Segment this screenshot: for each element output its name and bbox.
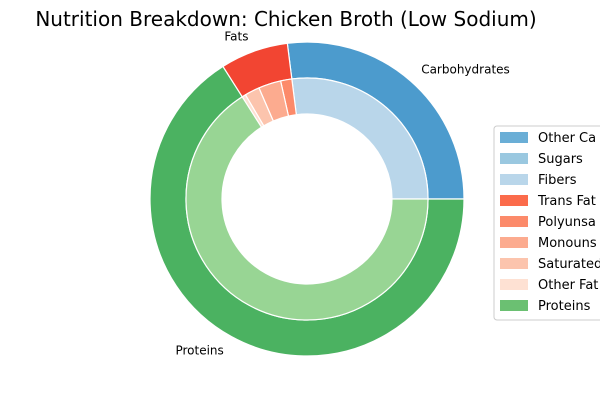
- inner-ring: [185, 77, 429, 321]
- legend-label-trans-fat: Trans Fat: [537, 194, 596, 209]
- legend-label-monouns: Monouns: [538, 236, 597, 251]
- legend-swatch-proteins: [500, 300, 528, 311]
- chart-title: Nutrition Breakdown: Chicken Broth (Low …: [35, 7, 536, 31]
- legend-swatch-other-fat: [500, 279, 528, 290]
- inner-slice-proteins: [185, 96, 429, 321]
- legend-swatch-monouns: [500, 237, 528, 248]
- legend-label-fibers: Fibers: [538, 173, 577, 188]
- legend-label-other-ca: Other Ca: [538, 131, 596, 146]
- outer-ring-labels: Carbohydrates Fats Proteins: [175, 30, 509, 358]
- legend-swatch-sugars: [500, 153, 528, 164]
- legend-label-saturated: Saturated: [538, 257, 600, 272]
- legend-swatch-saturated: [500, 258, 528, 269]
- outer-label-proteins: Proteins: [175, 343, 223, 357]
- legend-swatch-other-ca: [500, 132, 528, 143]
- legend-label-polyunsa: Polyunsa: [538, 215, 596, 230]
- legend-label-other-fat: Other Fat: [538, 278, 598, 293]
- legend: Other Ca Sugars Fibers Trans Fat Polyunsa Mon…: [493, 125, 600, 321]
- legend-swatch-fibers: [500, 174, 528, 185]
- legend-swatch-polyunsa: [500, 216, 528, 227]
- legend-label-proteins: Proteins: [538, 299, 591, 314]
- legend-swatch-trans-fat: [500, 195, 528, 206]
- outer-label-carbohydrates: Carbohydrates: [421, 62, 510, 76]
- outer-label-fats: Fats: [224, 30, 248, 44]
- legend-label-sugars: Sugars: [538, 152, 583, 167]
